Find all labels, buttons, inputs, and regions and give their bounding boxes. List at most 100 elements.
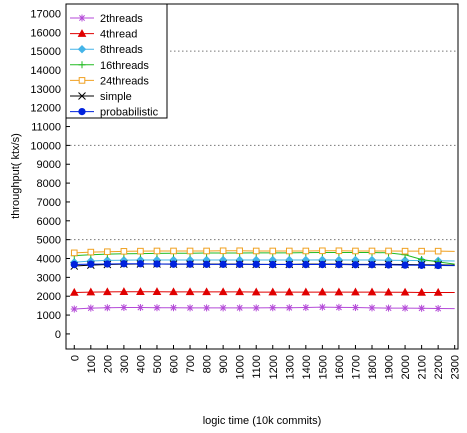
x-tick-label: 1600 (334, 355, 346, 379)
legend-label: 16threads (100, 60, 149, 72)
data-point-probabilistic (368, 261, 376, 269)
legend-item-simple: simple (70, 91, 132, 103)
x-tick-label: 1300 (284, 355, 296, 379)
data-point-24threads (352, 247, 359, 255)
data-point-4thread (251, 287, 261, 296)
data-point-2threads (153, 304, 161, 312)
x-tick-label: 100 (86, 355, 98, 373)
data-point-24threads (434, 247, 442, 255)
x-tick-label: 1800 (367, 355, 379, 379)
data-point-24threads (87, 248, 95, 256)
y-tick-label: 13000 (30, 84, 61, 96)
legend-marker (78, 61, 86, 69)
legend-marker (78, 77, 86, 84)
legend-item-16threads: 16threads (70, 60, 149, 72)
data-point-2threads (87, 304, 95, 312)
data-point-4thread (69, 287, 79, 296)
x-tick-label: 1400 (301, 355, 313, 379)
y-tick-label: 12000 (30, 103, 61, 115)
data-point-4thread (202, 287, 211, 296)
data-point-24threads (186, 247, 194, 255)
legend-label: 4thread (100, 29, 137, 41)
data-point-24threads (302, 247, 310, 255)
data-point-probabilistic (202, 260, 211, 269)
data-point-4thread (152, 287, 162, 295)
data-point-4thread (318, 287, 327, 296)
data-point-probabilistic (318, 260, 327, 269)
x-tick-label: 200 (102, 355, 114, 373)
data-point-probabilistic (186, 260, 194, 268)
legend-marker (78, 107, 86, 116)
x-tick-label: 2300 (450, 355, 462, 379)
data-point-4thread (433, 287, 443, 296)
x-tick-label: 1000 (235, 355, 247, 379)
data-point-2threads (302, 304, 310, 312)
data-point-2threads (385, 304, 393, 312)
data-point-2threads (252, 304, 260, 312)
data-point-probabilistic (236, 260, 244, 269)
data-point-2threads (434, 304, 442, 312)
data-point-2threads (203, 304, 211, 312)
x-tick-label: 600 (169, 355, 181, 373)
data-point-probabilistic (285, 260, 293, 269)
data-point-24threads (120, 248, 128, 255)
y-tick-label: 7000 (37, 197, 61, 209)
data-point-4thread (185, 287, 195, 296)
x-tick-label: 800 (202, 355, 214, 373)
y-axis-ticks: 0 1000 2000 3000 4000 5000 6000 7000 8000 9000 100… (30, 8, 70, 341)
data-point-24threads (401, 247, 409, 255)
data-point-2threads (170, 304, 178, 312)
data-point-24threads (368, 247, 376, 255)
x-tick-label: 1500 (317, 355, 329, 379)
data-point-4thread (119, 287, 129, 295)
data-point-24threads (203, 247, 210, 255)
x-tick-label: 500 (152, 355, 164, 373)
y-axis-label: throughput( ktx/s) (10, 133, 22, 219)
series-group (69, 247, 455, 313)
x-tick-label: 400 (135, 355, 147, 373)
legend-item-24threads: 24threads (70, 75, 149, 87)
legend-item-8threads: 8threads (70, 44, 143, 56)
data-point-4thread (268, 287, 278, 296)
data-point-24threads (285, 247, 293, 255)
legend-marker (77, 29, 87, 37)
y-tick-label: 9000 (37, 159, 61, 171)
data-point-probabilistic (269, 260, 277, 269)
data-point-2threads (285, 304, 293, 312)
y-tick-label: 14000 (30, 65, 61, 77)
data-point-probabilistic (103, 260, 112, 268)
data-point-2threads (351, 304, 359, 312)
x-tick-label: 300 (119, 355, 131, 373)
legend-marker (78, 92, 86, 100)
x-tick-label: 2100 (417, 355, 429, 379)
data-point-2threads (318, 303, 326, 311)
x-tick-label: 2200 (433, 355, 445, 379)
data-point-2threads (418, 304, 426, 312)
y-tick-label: 3000 (37, 272, 61, 284)
x-axis-label: logic time (10k commits) (203, 415, 322, 427)
data-point-2threads (70, 305, 78, 313)
legend: 2threads 4thread 8threads 16threads 24thread… (65, 3, 168, 119)
legend-marker (77, 44, 87, 54)
data-point-probabilistic (335, 260, 343, 269)
y-tick-label: 4000 (37, 254, 61, 266)
x-tick-label: 2000 (400, 355, 412, 379)
data-point-4thread (367, 287, 377, 296)
data-point-2threads (401, 304, 409, 312)
data-point-2threads (120, 304, 128, 312)
data-point-2threads (269, 304, 277, 312)
data-point-24threads (104, 248, 111, 256)
data-point-2threads (219, 304, 227, 312)
data-point-24threads (170, 247, 177, 255)
legend-label: 2threads (100, 13, 143, 25)
x-tick-label: 1700 (350, 355, 362, 379)
legend-label: probabilistic (100, 107, 159, 119)
data-point-probabilistic (351, 261, 360, 269)
data-point-2threads (335, 303, 343, 311)
legend-item-4thread: 4thread (70, 29, 137, 41)
data-point-4thread (384, 287, 393, 296)
x-tick-label: 0 (69, 355, 81, 361)
data-point-24threads (319, 247, 326, 255)
data-point-probabilistic (169, 260, 178, 268)
